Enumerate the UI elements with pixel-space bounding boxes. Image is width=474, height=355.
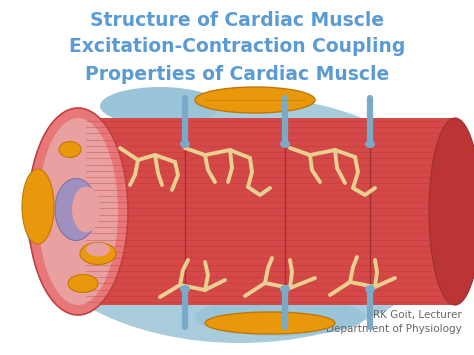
Ellipse shape [68,274,98,293]
Ellipse shape [80,242,116,264]
Ellipse shape [59,142,81,158]
Ellipse shape [180,140,190,148]
Text: RK Goit, Lecturer: RK Goit, Lecturer [373,310,462,320]
Ellipse shape [100,87,220,125]
Ellipse shape [55,179,97,240]
Ellipse shape [195,298,365,336]
Ellipse shape [28,108,128,315]
Ellipse shape [86,242,110,257]
Ellipse shape [280,285,290,293]
Ellipse shape [365,140,375,148]
Text: Department of Physiology: Department of Physiology [326,324,462,334]
Text: Properties of Cardiac Muscle: Properties of Cardiac Muscle [85,65,389,83]
Ellipse shape [429,118,474,305]
Ellipse shape [180,285,190,293]
Ellipse shape [25,96,455,343]
Ellipse shape [365,285,375,293]
Text: Excitation-Contraction Coupling: Excitation-Contraction Coupling [69,38,405,56]
Ellipse shape [38,118,118,305]
Text: Structure of Cardiac Muscle: Structure of Cardiac Muscle [90,11,384,29]
Bar [78,118,455,305]
Ellipse shape [195,87,315,113]
Ellipse shape [280,140,290,148]
Ellipse shape [22,169,54,244]
Ellipse shape [205,312,335,334]
Ellipse shape [72,186,100,233]
